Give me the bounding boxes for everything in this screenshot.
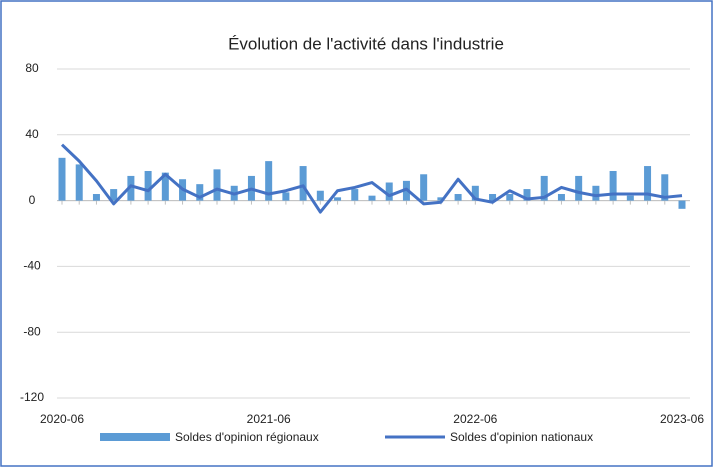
x-tick-label: 2020-06 xyxy=(40,412,84,426)
y-tick-label: 0 xyxy=(29,193,36,207)
bar xyxy=(609,170,617,201)
x-tick-label: 2023-06 xyxy=(660,412,704,426)
bar xyxy=(213,169,221,201)
bar xyxy=(385,182,393,201)
legend-label: Soldes d'opinion nationaux xyxy=(450,430,593,444)
line xyxy=(60,143,683,214)
bar xyxy=(489,194,497,201)
y-tick-label: -40 xyxy=(23,259,41,273)
x-tick-label: 2021-06 xyxy=(247,412,291,426)
bar xyxy=(678,200,686,209)
bar xyxy=(540,175,548,201)
bar xyxy=(282,192,290,201)
y-tick-label: 80 xyxy=(25,61,39,75)
bar xyxy=(316,190,324,201)
bar xyxy=(420,174,428,201)
bar xyxy=(523,189,531,201)
chart-title: Évolution de l'activité dans l'industrie xyxy=(228,34,504,53)
bar xyxy=(644,166,652,201)
bar xyxy=(626,195,634,201)
bar xyxy=(127,175,135,201)
bar xyxy=(351,189,359,201)
bar xyxy=(592,185,600,201)
bar xyxy=(506,194,514,201)
x-tick-label: 2022-06 xyxy=(453,412,497,426)
y-tick-label: -80 xyxy=(23,324,41,338)
bar xyxy=(196,184,204,201)
bar xyxy=(58,157,66,201)
bar xyxy=(144,170,152,201)
bar xyxy=(75,164,83,201)
bar xyxy=(454,194,462,201)
bar xyxy=(368,195,376,201)
bar xyxy=(437,197,445,201)
bar xyxy=(471,185,479,201)
y-tick-label: 40 xyxy=(25,127,39,141)
bar xyxy=(334,197,342,201)
bar xyxy=(299,166,307,201)
legend-swatch xyxy=(100,433,170,441)
bar xyxy=(92,194,100,201)
bar xyxy=(557,194,565,201)
bar xyxy=(661,174,669,201)
bar xyxy=(110,189,118,201)
bar xyxy=(161,172,169,201)
bar xyxy=(265,161,273,201)
y-tick-label: -120 xyxy=(20,390,44,404)
bar xyxy=(575,175,583,201)
legend-label: Soldes d'opinion régionaux xyxy=(175,430,319,444)
